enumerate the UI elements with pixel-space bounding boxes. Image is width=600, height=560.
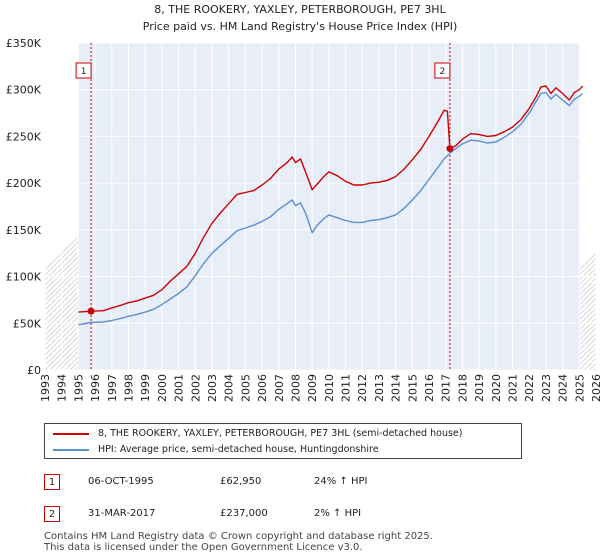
legend-label: 8, THE ROOKERY, YAXLEY, PETERBOROUGH, PE… [98,428,463,439]
transaction-row: 1 06-OCT-1995 £62,950 24% ↑ HPI [44,474,564,494]
x-tick-label: 1995 [72,374,85,402]
y-tick-label: £300K [6,84,42,97]
x-tick-label: 2004 [223,374,236,402]
sale-point [446,145,454,153]
legend: 8, THE ROOKERY, YAXLEY, PETERBOROUGH, PE… [44,423,522,459]
x-tick-label: 2026 [590,374,600,402]
chart-subtitle: Price paid vs. HM Land Registry's House … [143,20,458,33]
x-tick-label: 2022 [523,374,536,402]
x-tick-label: 2005 [239,374,252,402]
x-tick-label: 1999 [139,374,152,402]
x-tick-label: 2014 [390,374,403,402]
transaction-row: 2 31-MAR-2017 £237,000 2% ↑ HPI [44,506,564,526]
price-paid-line [78,85,584,313]
y-tick-label: £100K [6,271,42,284]
x-tick-label: 2015 [406,374,419,402]
legend-swatch-blue [53,448,89,451]
legend-item-property: 8, THE ROOKERY, YAXLEY, PETERBOROUGH, PE… [53,426,462,442]
x-tick-label: 2006 [256,374,269,402]
transaction-date: 06-OCT-1995 [88,476,154,487]
transaction-price: £237,000 [220,508,268,519]
transaction-price: £62,950 [220,476,262,487]
footer-license: This data is licensed under the Open Gov… [44,542,363,553]
sale-label-box [434,62,451,79]
sale-label: 1 [81,67,87,77]
footer-copyright: Contains HM Land Registry data © Crown c… [44,531,433,542]
transaction-hpi-change: 2% ↑ HPI [314,508,362,519]
x-tick-label: 1993 [39,374,52,402]
x-tick-label: 2025 [573,374,586,402]
x-tick-label: 2020 [490,374,503,402]
transaction-number-badge: 1 [44,474,60,490]
x-tick-label: 1994 [56,374,69,402]
x-tick-label: 2002 [189,374,202,402]
hatch-line [539,43,597,370]
y-tick-label: £200K [6,177,42,190]
x-tick-label: 2012 [356,374,369,402]
hatched-region [579,43,596,370]
x-tick-label: 2011 [340,374,353,402]
sale-label-box [75,62,92,79]
x-tick-label: 2023 [540,374,553,402]
x-tick-label: 1998 [122,374,135,402]
x-tick-label: 2017 [440,374,453,402]
legend-item-hpi: HPI: Average price, semi-detached house,… [53,442,379,458]
x-tick-label: 2016 [423,374,436,402]
x-tick-label: 2019 [473,374,486,402]
chart-title: 8, THE ROOKERY, YAXLEY, PETERBOROUGH, PE… [154,3,446,16]
x-tick-label: 2024 [557,374,570,402]
x-tick-label: 2007 [273,374,286,402]
hatch-line [534,43,597,370]
x-tick-label: 1997 [106,374,119,402]
transaction-hpi-change: 24% ↑ HPI [314,476,368,487]
x-tick-label: 2013 [373,374,386,402]
y-tick-label: £350K [6,37,42,50]
x-tick-label: 2010 [323,374,336,402]
x-tick-label: 2009 [306,374,319,402]
x-tick-label: 2018 [456,374,469,402]
hatch-line [529,43,597,370]
y-tick-label: £150K [6,224,42,237]
transaction-number-badge: 2 [44,506,60,522]
x-tick-label: 2021 [507,374,520,402]
footer: Contains HM Land Registry data © Crown c… [44,531,433,553]
x-tick-label: 2001 [173,374,186,402]
sale-point [87,307,95,315]
transaction-date: 31-MAR-2017 [88,508,156,519]
y-tick-label: £0 [27,364,41,377]
x-tick-label: 1996 [89,374,102,402]
x-tick-label: 2000 [156,374,169,402]
price-chart: 8, THE ROOKERY, YAXLEY, PETERBOROUGH, PE… [6,3,600,402]
y-tick-label: £50K [13,317,42,330]
legend-swatch-red [53,432,89,435]
y-tick-label: £250K [6,130,42,143]
x-tick-label: 2008 [289,374,302,402]
hpi-line [78,91,584,326]
x-tick-label: 2003 [206,374,219,402]
sale-label: 2 [440,67,446,77]
plot-area [45,43,596,370]
legend-label: HPI: Average price, semi-detached house,… [98,444,379,455]
